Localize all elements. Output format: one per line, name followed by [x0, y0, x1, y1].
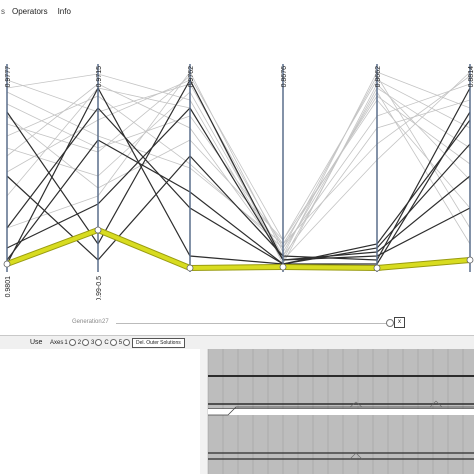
axis-option-5: 5 — [118, 339, 123, 346]
grid-trace-2 — [349, 400, 443, 408]
solution-line-dark-2 — [6, 78, 471, 261]
generation-value: 27 — [102, 319, 109, 325]
axis-option-4: C — [104, 339, 109, 346]
generation-label: Generation — [72, 319, 102, 325]
delete-outer-solutions-button[interactable]: Del. Outer Solutions — [132, 338, 185, 348]
generation-slider-track[interactable] — [116, 323, 391, 324]
solution-line-9 — [6, 79, 471, 241]
menu-item-info[interactable]: Info — [57, 6, 71, 16]
axis-option-1: 1 — [64, 339, 68, 346]
solution-line-dark-6 — [6, 107, 471, 265]
axis-bottom-label-1: 0.9801 — [5, 276, 12, 298]
axis-top-label-4: 0.8676 — [281, 66, 288, 88]
highlighted-solution[interactable] — [3, 226, 474, 272]
parallel-coordinates-plot[interactable]: 0.9777 0.9801 0.9715 0.99-0.5 0.9762 0.8676 0.… — [0, 40, 474, 300]
axes — [6, 64, 471, 272]
solution-line-dark-5 — [6, 107, 471, 261]
axis-radio-2[interactable] — [82, 339, 90, 346]
solution-line-8 — [6, 71, 471, 253]
axis-handle-6[interactable] — [466, 256, 474, 264]
grid-band-2 — [208, 381, 474, 403]
axis-option-2: 2 — [77, 339, 82, 346]
axis-top-label-5: 0.8662 — [375, 66, 382, 88]
axis-labels: 0.9777 0.9801 0.9715 0.99-0.5 0.9762 0.8676 0.… — [5, 66, 474, 300]
grid-band-3 — [208, 409, 474, 453]
use-label: Use — [30, 339, 43, 346]
solution-line-dark-4 — [6, 87, 471, 261]
axis-top-label-6: 0.8814 — [468, 66, 474, 88]
axis-handle-1[interactable] — [3, 260, 11, 268]
solution-line-dark-3 — [6, 139, 471, 265]
generation-grid-pane[interactable] — [200, 349, 474, 474]
axis-handle-5[interactable] — [373, 264, 381, 272]
solution-line-4 — [6, 71, 471, 257]
axis-top-label-2: 0.9715 — [96, 66, 103, 88]
axis-handle-2[interactable] — [94, 226, 102, 234]
axes-selector: Axes 1 2 3 C 5 — [50, 339, 131, 346]
axis-top-label-3: 0.9762 — [188, 66, 195, 88]
grid-band-4 — [208, 457, 474, 474]
highlighted-solution-line[interactable] — [6, 228, 471, 270]
highlighted-solution-outline — [5, 227, 471, 271]
axis-top-label-1: 0.9777 — [5, 66, 12, 88]
grid-trace-1 — [208, 406, 474, 416]
grid-trace-3 — [349, 452, 363, 460]
axis-handle-3[interactable] — [186, 264, 194, 272]
menu-bar: s Operators Info — [0, 0, 474, 22]
solution-line-5 — [6, 75, 471, 245]
menu-edge-fragment: s — [1, 6, 5, 16]
solution-line-12 — [6, 91, 471, 257]
solution-lines-dark — [6, 78, 471, 265]
menu-item-operators[interactable]: Operators — [12, 6, 48, 16]
grid-band-1 — [208, 349, 474, 377]
axis-radio-3[interactable] — [95, 339, 103, 346]
axes-label: Axes — [50, 339, 64, 346]
axis-radio-5[interactable] — [123, 339, 131, 346]
axis-option-3: 3 — [91, 339, 95, 346]
solution-line-1 — [6, 75, 471, 249]
details-pane — [0, 349, 201, 474]
axis-handle-4[interactable] — [279, 263, 287, 271]
grid-white-strip — [208, 409, 474, 415]
axis-radio-4[interactable] — [109, 339, 117, 346]
close-button[interactable]: x — [394, 317, 405, 328]
axis-radio-1[interactable] — [68, 339, 76, 346]
generation-control: Generation 27 x — [0, 316, 474, 330]
generation-slider-thumb[interactable] — [386, 319, 394, 327]
generation-grid — [207, 349, 474, 474]
bottom-toolbar: Use Axes 1 2 3 C 5 Del. Outer Solutions — [0, 335, 474, 350]
axis-bottom-label-2: 0.99-0.5 — [96, 276, 103, 300]
